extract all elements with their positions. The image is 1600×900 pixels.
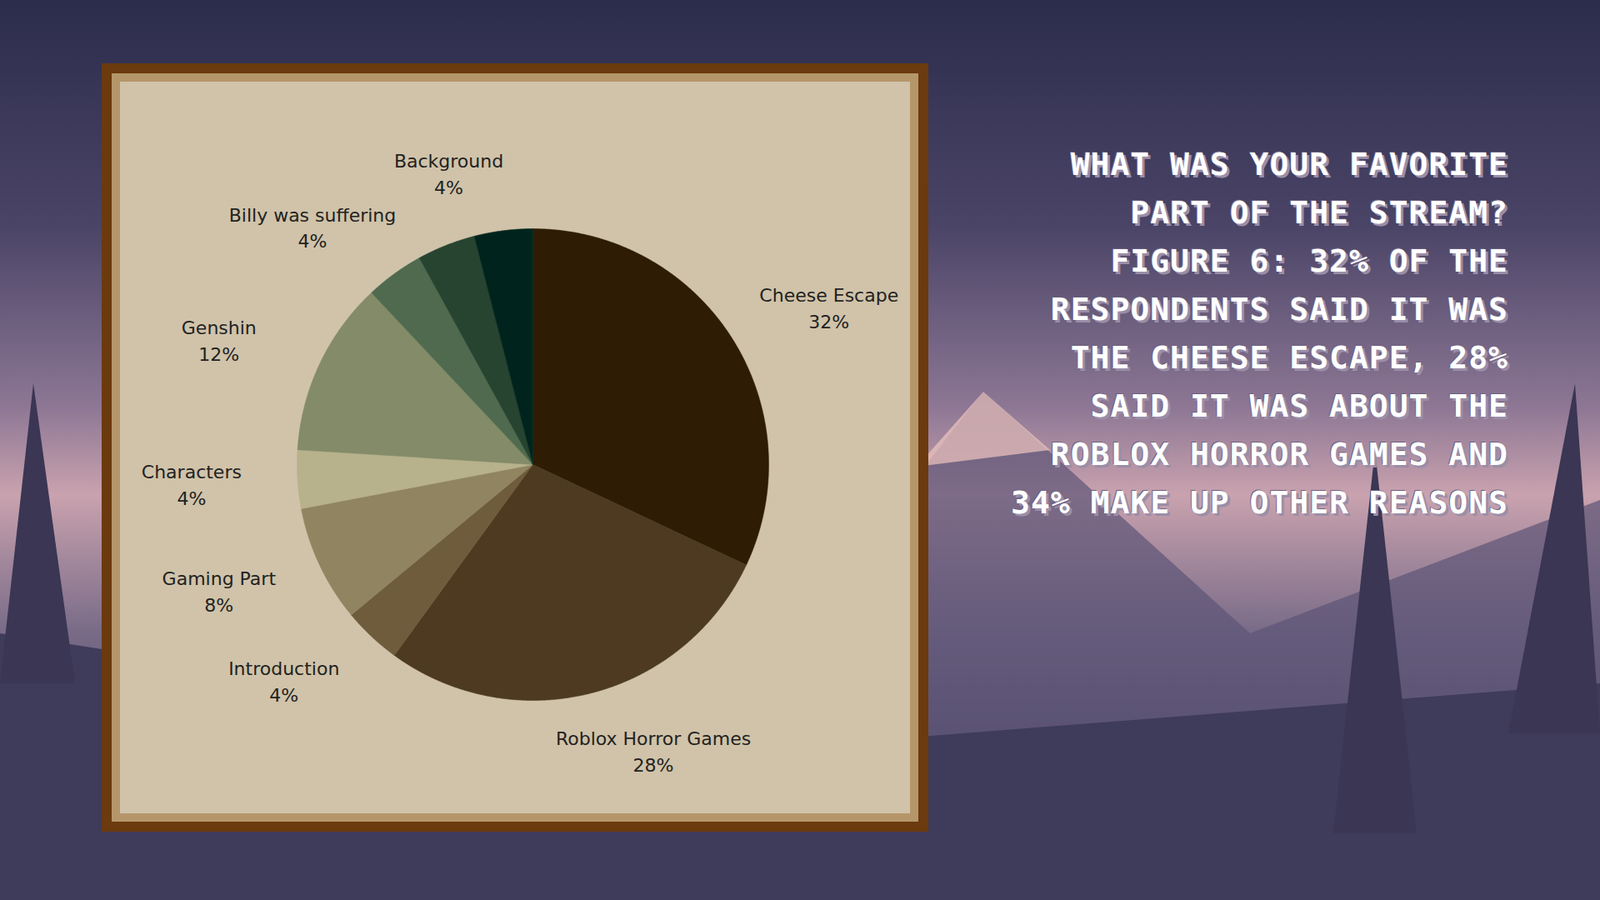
- html-text:WHAT WAS YOUR FAVORITE PART OF: WHAT WAS YOUR FAVORITE PART OF THE STREA…: [1070, 145, 1509, 231]
- svg-text:Introduction4%: Introduction4%: [228, 658, 340, 706]
- svg-text:Characters4%: Characters4%: [141, 461, 242, 510]
- svg-text:Genshin12%: Genshin12%: [181, 317, 257, 365]
- svg-text:Cheese Escape32%: Cheese Escape32%: [759, 285, 899, 333]
- svg-text:Background4%: Background4%: [394, 150, 504, 199]
- html-text:FIGURE 6: 32% OF THE RESPONDEN: FIGURE 6: 32% OF THE RESPONDENTS SAID IT…: [1010, 242, 1509, 521]
- svg-text:Billy was suffering4%: Billy was suffering4%: [229, 205, 397, 253]
- svg-text:Gaming Part8%: Gaming Part8%: [162, 568, 277, 616]
- svg-text:Roblox Horror Games28%: Roblox Horror Games28%: [555, 728, 751, 776]
